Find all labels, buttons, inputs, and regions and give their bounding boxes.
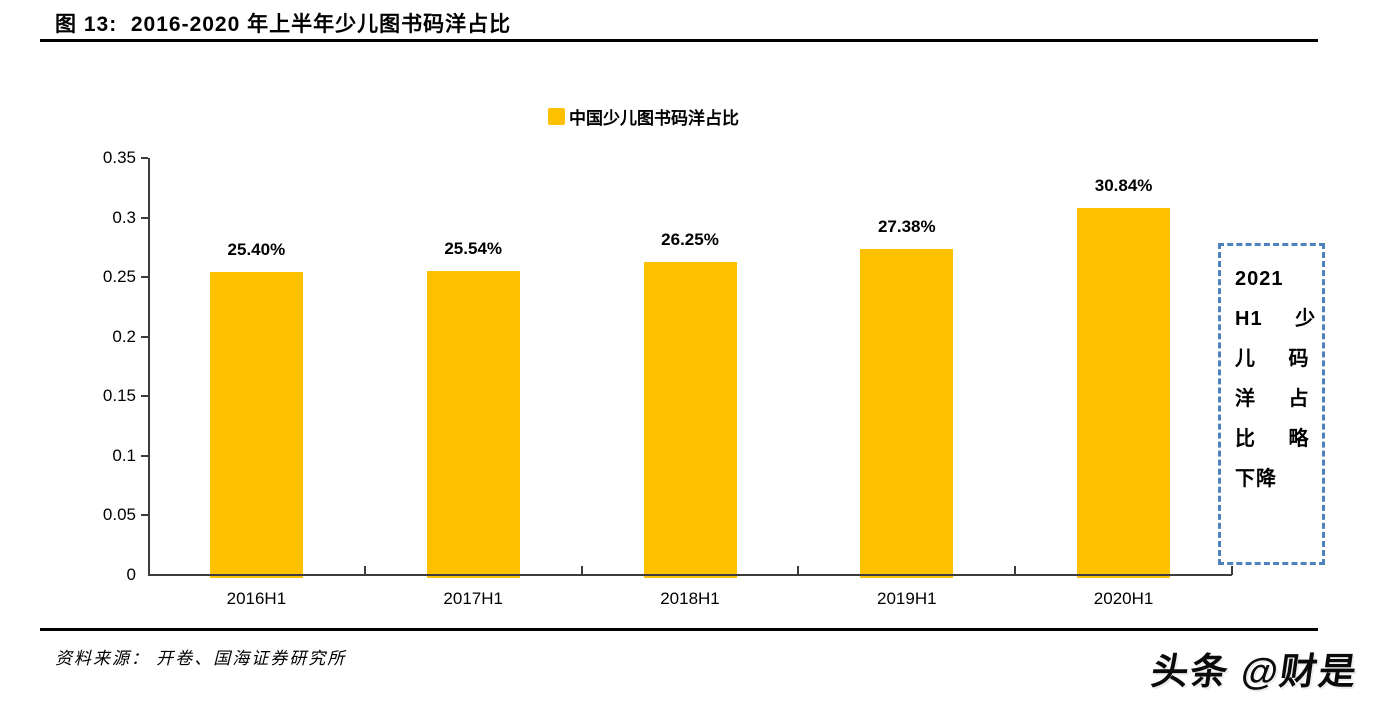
bar-value-label: 27.38% (877, 216, 936, 236)
annotation-line: H1 少 (1235, 308, 1317, 330)
chart-legend: 中国少儿图书码洋占比 (548, 104, 739, 129)
bar-value-label: 26.25% (661, 230, 719, 250)
title-divider (40, 39, 1318, 42)
y-axis-tick (141, 216, 148, 219)
x-axis-category-label: 2018H1 (660, 589, 720, 608)
bar (643, 262, 737, 578)
annotation-line: 洋 占 (1235, 388, 1310, 410)
bar (426, 270, 520, 578)
bar-value-label: 25.40% (227, 240, 286, 260)
annotation-line: 儿 码 (1235, 348, 1310, 370)
x-axis-line (148, 574, 1232, 576)
bar-value-label: 30.84% (1094, 175, 1153, 195)
y-axis-tick (141, 514, 148, 517)
annotation-line: 比 略 (1235, 428, 1310, 450)
x-axis-tick (580, 566, 583, 575)
x-axis-category-label: 2020H1 (1093, 589, 1154, 608)
y-axis-tick (141, 454, 148, 457)
y-axis-tick-label: 0.1 (112, 445, 136, 465)
annotation-line: 2021 (1235, 268, 1284, 290)
figure-title: 图 13: 2016-2020 年上半年少儿图书码洋占比 (55, 13, 512, 36)
y-axis-tick-label: 0.2 (112, 326, 136, 346)
bar (1077, 207, 1171, 578)
y-axis-tick-label: 0 (126, 565, 136, 584)
x-axis-category-label: 2016H1 (226, 589, 287, 608)
annotation-line: 下降 (1235, 468, 1277, 490)
bar (860, 248, 954, 578)
x-axis-tick (1014, 566, 1017, 575)
bar (209, 272, 303, 578)
y-axis-tick-label: 0.05 (102, 505, 136, 525)
y-axis-tick-label: 0.15 (102, 386, 136, 406)
footer-divider (40, 628, 1318, 631)
y-axis-tick (141, 335, 148, 338)
y-axis-tick-label: 0.3 (112, 207, 136, 227)
annotation-box: 2021 H1 少儿 码洋 占比 略下降 (1218, 243, 1325, 565)
y-axis-tick-label: 0.25 (102, 267, 136, 287)
y-axis-tick (141, 157, 148, 159)
x-axis-tick (1231, 566, 1233, 575)
legend-swatch-icon (548, 108, 565, 125)
y-axis-line (148, 158, 150, 575)
x-axis-tick (363, 566, 366, 575)
plot-area: 0 0.05 0.1 0.15 0.2 0.25 0.3 0.35 25.40% 2016H1 25… (103, 148, 1233, 608)
source-note: 资料来源： 开卷、国海证券研究所 (55, 649, 347, 668)
bar-value-label: 25.54% (444, 238, 503, 258)
legend-label: 中国少儿图书码洋占比 (569, 109, 739, 128)
x-axis-category-label: 2019H1 (877, 589, 937, 608)
x-axis-category-label: 2017H1 (443, 589, 503, 608)
y-axis-tick-label: 0.35 (102, 148, 136, 167)
y-axis-tick (141, 395, 148, 398)
watermark: 头条 @财是 (1148, 651, 1361, 692)
x-axis-tick (797, 566, 800, 575)
y-axis-tick (141, 276, 148, 279)
